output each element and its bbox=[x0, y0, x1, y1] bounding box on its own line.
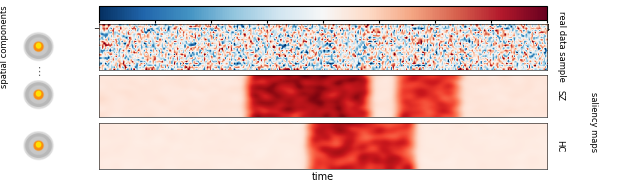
Text: real data sample: real data sample bbox=[557, 11, 566, 82]
Text: spatial components: spatial components bbox=[0, 6, 9, 88]
Text: time: time bbox=[312, 172, 334, 182]
Text: SZ: SZ bbox=[556, 90, 564, 101]
Text: HC: HC bbox=[556, 140, 564, 152]
Text: saliency maps: saliency maps bbox=[589, 92, 598, 152]
Text: ⋮: ⋮ bbox=[33, 67, 44, 77]
